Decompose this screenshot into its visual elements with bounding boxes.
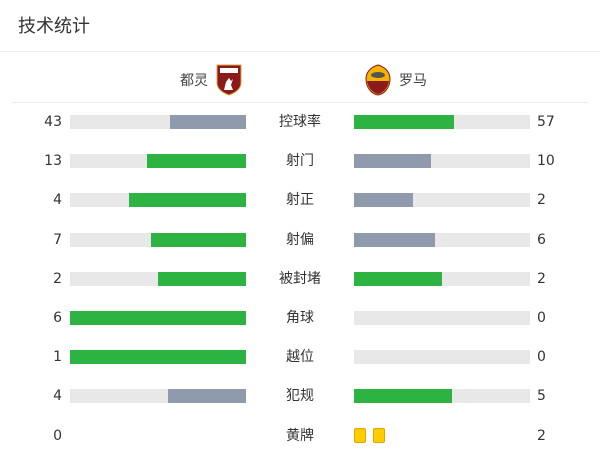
- away-bar-fill: [354, 193, 413, 208]
- home-value: 6: [53, 310, 62, 326]
- away-bar-fill: [354, 271, 442, 286]
- yellow-card-icon: [354, 428, 366, 443]
- home-value: 43: [44, 114, 62, 130]
- home-bar-fill: [170, 115, 246, 129]
- stat-row-yellow-cards: 0 黄牌 2: [0, 427, 600, 445]
- home-bar: [70, 232, 246, 247]
- stat-label: 射门: [286, 153, 314, 170]
- away-bar: [354, 193, 530, 208]
- away-value: 0: [537, 310, 546, 326]
- away-value: 2: [537, 192, 546, 209]
- stat-row: 13 射门 10: [0, 152, 600, 170]
- home-team[interactable]: 都灵: [180, 64, 242, 96]
- away-value: 57: [537, 114, 555, 130]
- stat-label: 射偏: [286, 231, 314, 248]
- away-bar: [354, 232, 530, 247]
- home-bar: [70, 389, 246, 404]
- home-bar: [70, 193, 246, 208]
- home-value: 4: [53, 192, 62, 209]
- home-value: 1: [53, 349, 62, 366]
- torino-crest-icon: [216, 64, 242, 96]
- away-team[interactable]: 罗马: [365, 64, 427, 96]
- home-bar: [70, 115, 246, 129]
- stat-label: 黄牌: [286, 428, 314, 444]
- away-bar-fill: [354, 154, 431, 169]
- stat-row: 6 角球 0: [0, 309, 600, 327]
- divider: [0, 51, 600, 52]
- home-value: 0: [53, 428, 62, 444]
- home-bar-fill: [70, 311, 246, 325]
- yellow-card-icon: [373, 428, 385, 443]
- stat-row: 7 射偏 6: [0, 231, 600, 249]
- stat-row: 4 犯规 5: [0, 387, 600, 405]
- away-bar: [354, 389, 530, 404]
- home-value: 13: [44, 153, 62, 170]
- away-value: 10: [537, 153, 555, 170]
- home-team-name: 都灵: [180, 73, 208, 89]
- stat-row: 2 被封堵 2: [0, 270, 600, 288]
- stat-row: 43 控球率 57: [0, 113, 600, 131]
- away-team-name: 罗马: [399, 73, 427, 89]
- away-bar-fill: [354, 115, 455, 129]
- stat-label: 射正: [286, 192, 314, 209]
- home-bar: [70, 311, 246, 325]
- stat-row: 1 越位 0: [0, 348, 600, 366]
- away-bar: [354, 115, 530, 129]
- stat-label: 角球: [286, 310, 314, 326]
- away-bar: [354, 271, 530, 286]
- stat-label: 越位: [286, 349, 314, 366]
- stat-row: 4 射正 2: [0, 191, 600, 209]
- away-bar-fill: [354, 232, 436, 247]
- home-bar: [70, 271, 246, 286]
- away-value: 5: [537, 388, 546, 405]
- home-bar: [70, 154, 246, 169]
- away-value: 6: [537, 231, 546, 248]
- home-bar-fill: [167, 389, 246, 404]
- home-value: 2: [53, 270, 62, 287]
- stat-label: 犯规: [286, 388, 314, 405]
- home-bar-fill: [146, 154, 246, 169]
- home-bar-fill: [70, 350, 246, 365]
- divider: [12, 102, 588, 103]
- away-bar: [354, 154, 530, 169]
- page-title: 技术统计: [18, 16, 90, 37]
- away-bar-fill: [354, 389, 452, 404]
- home-value: 4: [53, 388, 62, 405]
- home-value: 7: [53, 231, 62, 248]
- stat-label: 控球率: [279, 114, 321, 130]
- home-bar-fill: [128, 193, 246, 208]
- stat-label: 被封堵: [279, 270, 321, 287]
- roma-crest-icon: [365, 64, 391, 96]
- away-bar: [354, 350, 530, 365]
- home-bar-fill: [151, 232, 246, 247]
- home-bar: [70, 350, 246, 365]
- away-value: 0: [537, 349, 546, 366]
- away-value: 2: [537, 428, 546, 444]
- home-bar-fill: [158, 271, 246, 286]
- away-value: 2: [537, 270, 546, 287]
- away-bar: [354, 311, 530, 325]
